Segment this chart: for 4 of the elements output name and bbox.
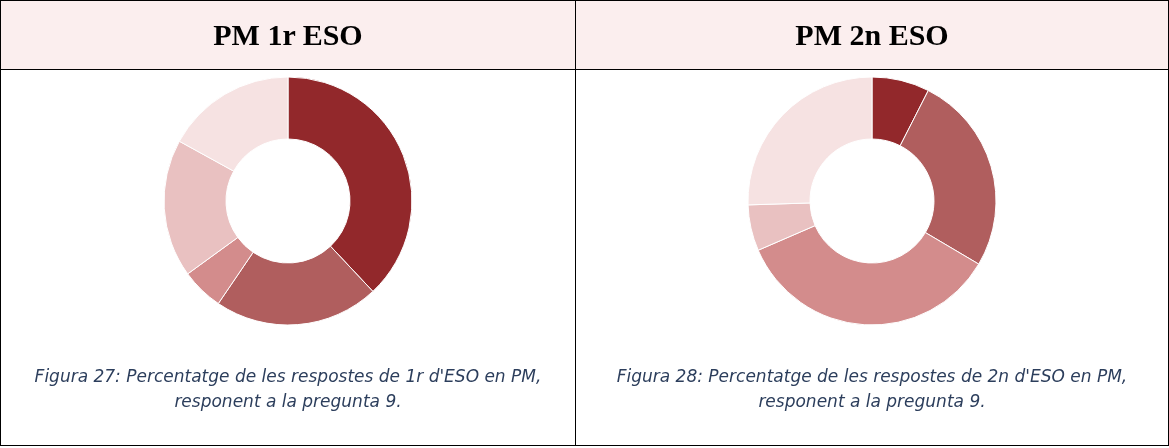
text: Figura 28: Percentatge de les respostes de 2n d'ESO en PM, responent a la pregunta 9.	[615, 364, 1129, 413]
chart-title: PM 1r ESO	[1, 0, 575, 70]
chart-title: PM 2n ESO	[576, 0, 1168, 70]
text: Figura 27: Percentatge de les respostes de 1r d'ESO en PM, responent a la pregunta 9.	[33, 364, 543, 413]
